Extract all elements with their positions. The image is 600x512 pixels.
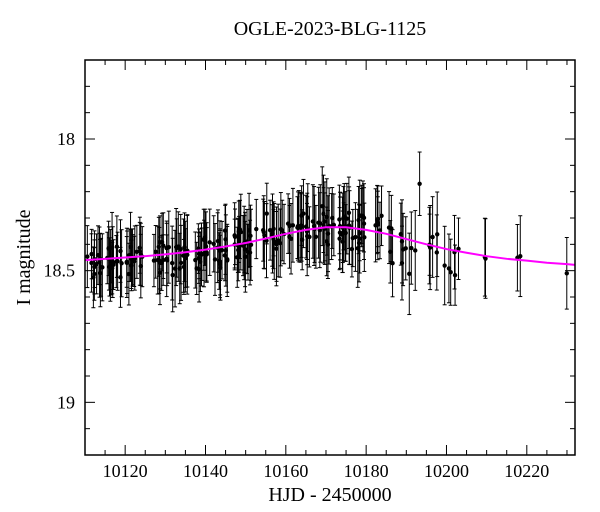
chart-container: OGLE-2023-BLG-1125 10120 10140 10160 10180 10… xyxy=(0,0,600,512)
lightcurve-chart: OGLE-2023-BLG-1125 10120 10140 10160 10180 10… xyxy=(0,0,600,512)
x-tick-label: 10160 xyxy=(263,461,308,481)
x-tick-label: 10220 xyxy=(504,461,549,481)
y-tick-label: 18 xyxy=(57,129,75,149)
x-axis-label: HJD - 2450000 xyxy=(268,484,391,506)
x-tick-label: 10120 xyxy=(103,461,148,481)
y-tick-label: 18.5 xyxy=(44,261,76,281)
y-axis-label: I magnitude xyxy=(13,209,35,305)
x-tick-label: 10200 xyxy=(424,461,469,481)
x-tick-label: 10180 xyxy=(344,461,389,481)
x-tick-label: 10140 xyxy=(183,461,228,481)
chart-title: OGLE-2023-BLG-1125 xyxy=(234,18,427,40)
y-tick-label: 19 xyxy=(57,392,75,412)
